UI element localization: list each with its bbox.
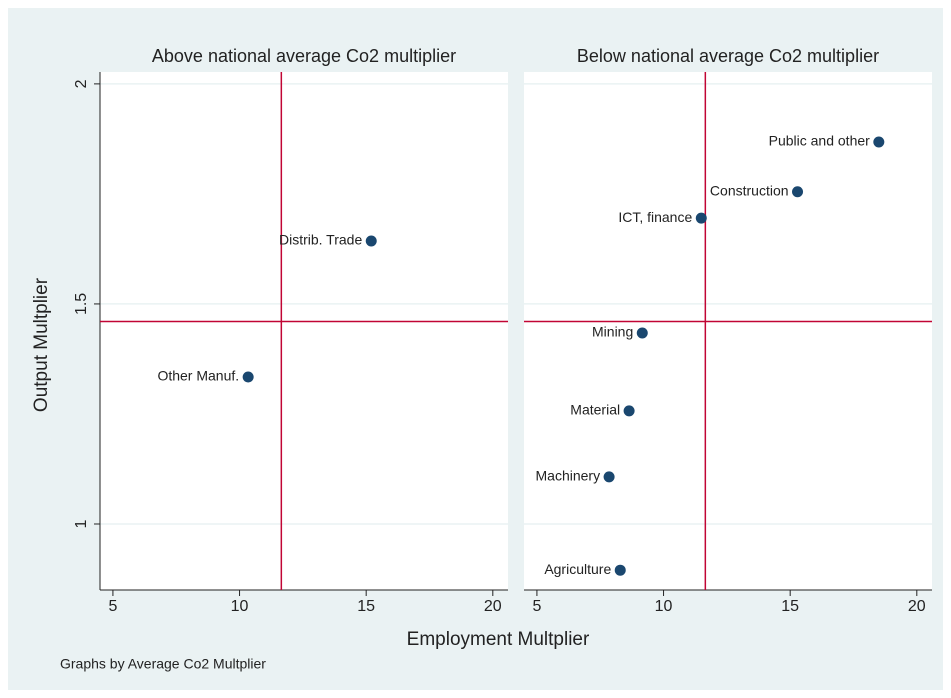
- point-label: Mining: [592, 324, 633, 340]
- x-axis-title: Employment Multplier: [407, 629, 590, 650]
- x-tick-label: 10: [231, 598, 249, 615]
- panel-title: Above national average Co2 multiplier: [152, 46, 456, 66]
- x-tick-label: 20: [484, 598, 502, 615]
- note: Graphs by Average Co2 Multplier: [60, 656, 266, 672]
- point-label: Other Manuf.: [157, 368, 239, 384]
- point: [614, 564, 626, 576]
- point: [603, 471, 615, 483]
- point-label: Material: [570, 402, 620, 418]
- point-label: Public and other: [769, 133, 871, 149]
- point: [365, 235, 377, 247]
- y-tick-label: 1: [73, 519, 90, 528]
- point-label: Machinery: [536, 468, 601, 484]
- point: [636, 327, 648, 339]
- x-tick-label: 5: [108, 598, 117, 615]
- point: [792, 186, 804, 198]
- point: [623, 405, 635, 417]
- point-label: ICT, finance: [618, 209, 692, 225]
- point: [873, 136, 885, 148]
- panel-header: [100, 42, 508, 72]
- point-label: Distrib. Trade: [279, 232, 362, 248]
- y-tick-label: 2: [73, 79, 90, 88]
- x-tick-label: 5: [532, 598, 541, 615]
- y-tick-label: 1.5: [73, 293, 90, 315]
- plot-area: [524, 72, 932, 590]
- x-tick-label: 10: [655, 598, 673, 615]
- panel-title: Below national average Co2 multiplier: [577, 46, 879, 66]
- plot-area: [100, 72, 508, 590]
- y-axis-title: Output Multplier: [31, 277, 52, 412]
- point: [695, 212, 707, 224]
- point-label: Construction: [710, 182, 789, 198]
- x-tick-label: 20: [908, 598, 926, 615]
- x-tick-label: 15: [781, 598, 799, 615]
- panel-header: [524, 42, 932, 72]
- point-label: Agriculture: [544, 561, 611, 577]
- point: [242, 371, 254, 383]
- x-tick-label: 15: [357, 598, 375, 615]
